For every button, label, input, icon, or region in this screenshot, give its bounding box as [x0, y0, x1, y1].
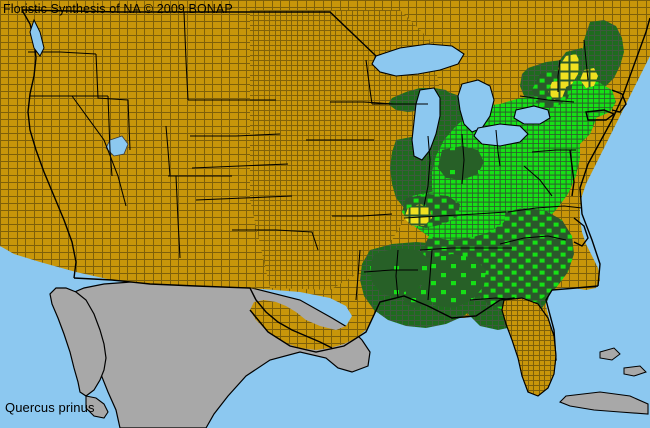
baja-tip [85, 395, 109, 419]
border-az-nm [175, 175, 181, 259]
baja-california [49, 287, 107, 397]
county-present-group [370, 70, 616, 310]
bahamas [599, 347, 647, 377]
counties-rare-vermont-nh [558, 54, 580, 88]
western-state-boundaries [28, 11, 428, 301]
border-mt-nd-sd [183, 11, 189, 101]
border-oh-pa [495, 129, 501, 167]
counties-michigan-south [438, 146, 484, 180]
border-mo-ar [332, 213, 393, 217]
counties-se-louisiana [404, 288, 430, 308]
border-ut-co [165, 125, 171, 177]
outer-banks [573, 217, 589, 247]
gulf-coastline [249, 285, 599, 372]
lake-michigan [411, 87, 441, 161]
florida-peninsula [501, 297, 557, 397]
border-id-mt-wy [95, 53, 131, 151]
border-mn-wi [365, 59, 373, 105]
border-va-nc [507, 205, 583, 213]
border-ar-la [363, 269, 418, 273]
border-nc-sc [499, 235, 567, 245]
atlantic-coastline [579, 17, 650, 287]
border-tn-al-ga [419, 247, 512, 251]
border-mn-ia [330, 101, 395, 105]
border-ks-ok [195, 195, 293, 201]
county-rare-group [404, 54, 598, 226]
counties-alabama-mississippi [420, 254, 486, 308]
map-title: Floristic Synthesis of NA © 2009 BONAP [3, 2, 233, 16]
cuba [559, 391, 649, 415]
canada-border [21, 9, 377, 57]
long-island [585, 109, 616, 121]
great-salt-lake [105, 135, 129, 157]
lake-superior [371, 43, 465, 77]
counties-rare-southern-illinois [404, 204, 432, 226]
counties-rare-western-mass [548, 80, 566, 100]
puget-sound [29, 18, 45, 57]
counties-arkansas-louisiana [370, 248, 430, 298]
border-ok-tx [232, 229, 319, 251]
border-md-pa [531, 149, 576, 153]
border-il-in [423, 135, 431, 207]
great-lakes-group [105, 43, 555, 369]
border-ny-vt [557, 59, 561, 92]
species-name-label: Quercus prinus [5, 400, 95, 415]
border-pa-ny [519, 95, 575, 103]
border-al-ms [427, 249, 433, 301]
border-sd-ne-ks [190, 133, 281, 137]
cape-cod [611, 89, 627, 113]
border-nh-me [583, 39, 589, 81]
chesapeake-bay [569, 149, 575, 197]
border-ne-ks-ok [191, 163, 289, 169]
border-in-oh [461, 133, 465, 185]
lake-erie [473, 123, 529, 147]
absent-eastern-texture [250, 10, 440, 290]
border-nv-ut [107, 95, 113, 177]
lake-ontario [513, 105, 551, 125]
border-wv-va [523, 165, 553, 197]
mexico-border [73, 277, 333, 349]
counties-rare-southern-maine [580, 68, 598, 88]
border-tx-la [355, 249, 361, 301]
border-ms-la [395, 249, 399, 299]
border-ky-tn [403, 211, 507, 219]
